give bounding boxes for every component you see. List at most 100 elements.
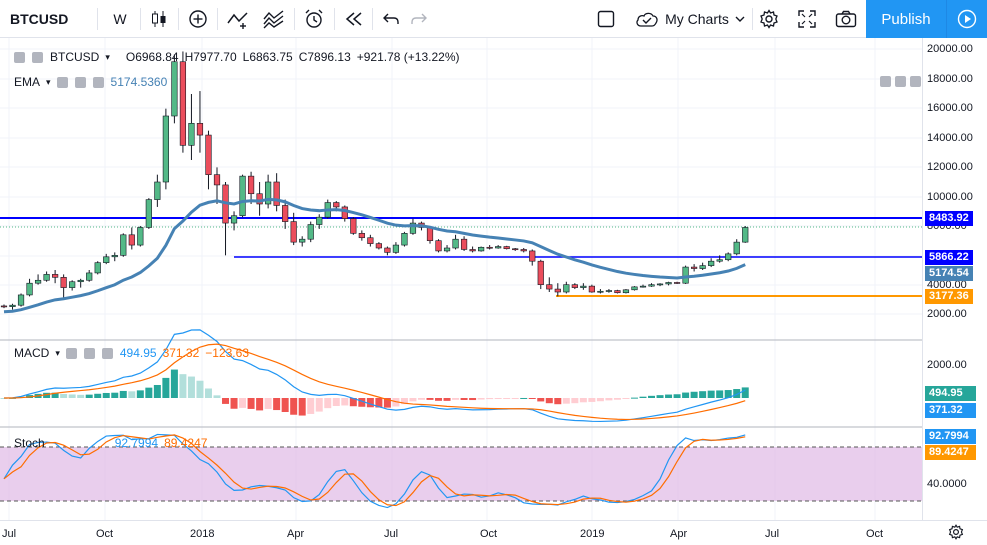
- macd-legend: MACD ▾ 494.95 371.32 −123.63: [14, 346, 249, 360]
- candle-body: [86, 272, 93, 281]
- toolbar-separator: [97, 8, 98, 30]
- macd-histogram-bar: [324, 398, 332, 409]
- candle-body: [69, 281, 76, 288]
- macd-histogram-bar: [119, 390, 127, 398]
- fullscreen-button[interactable]: [793, 0, 821, 38]
- stoch-d-line: [3, 434, 746, 507]
- macd-histogram-bar: [298, 398, 306, 416]
- candle-body: [213, 174, 221, 186]
- close-icon[interactable]: [92, 76, 104, 88]
- macd-histogram-bar: [111, 392, 119, 398]
- candle-body: [256, 193, 263, 205]
- macd-histogram-bar: [204, 388, 212, 398]
- stoch-legend: Stoch 92.7994 89.4247: [14, 436, 207, 450]
- macd-histogram-bar: [571, 398, 579, 404]
- gear-icon[interactable]: [74, 76, 86, 88]
- maximize-pane-icon[interactable]: [895, 76, 906, 87]
- time-axis-border: [0, 520, 987, 521]
- gear-icon[interactable]: [83, 347, 95, 359]
- macd-histogram-bar: [435, 398, 443, 401]
- settings-button[interactable]: [755, 0, 783, 38]
- macd-histogram-bar: [51, 392, 59, 398]
- macd-histogram-bar: [707, 390, 715, 398]
- price-axis-label: 14000.00: [927, 132, 973, 144]
- symbol-label: BTCUSD: [10, 11, 69, 27]
- candle-body: [120, 234, 127, 256]
- play-button[interactable]: [946, 0, 987, 38]
- symbol-search-button[interactable]: BTCUSD: [10, 0, 85, 38]
- macd-histogram-bar: [366, 398, 374, 408]
- candle-body: [486, 246, 493, 249]
- interval-button[interactable]: W: [104, 0, 136, 38]
- macd-signal-line: [3, 343, 746, 421]
- plus-circle-icon: [189, 10, 207, 28]
- macd-histogram-bar: [281, 398, 289, 413]
- price-tag: 3177.36: [925, 289, 973, 304]
- close-icon[interactable]: [101, 347, 113, 359]
- candle-body: [9, 304, 16, 307]
- chart-canvas[interactable]: [0, 38, 987, 545]
- candle-body: [392, 244, 400, 253]
- candle-body: [307, 224, 314, 240]
- stoch-name[interactable]: Stoch: [14, 436, 45, 450]
- candle-body: [17, 294, 25, 306]
- candle-body: [162, 115, 169, 183]
- macd-line: [3, 329, 746, 423]
- chevron-down-icon: [735, 16, 745, 22]
- stoch-axis-label: 40.0000: [927, 478, 967, 490]
- ema-value: 5174.5360: [110, 75, 168, 89]
- macd-series: [0, 329, 749, 423]
- my-charts-button[interactable]: My Charts: [628, 0, 752, 38]
- candle-body: [350, 218, 357, 234]
- undo-button[interactable]: [376, 0, 406, 38]
- pane-separators: [0, 339, 922, 428]
- eye-icon[interactable]: [65, 347, 77, 359]
- candle-body: [639, 285, 647, 288]
- publish-button[interactable]: Publish: [866, 0, 946, 38]
- compare-button[interactable]: [182, 0, 214, 38]
- macd-histogram-bar: [170, 369, 178, 398]
- interval-label: W: [113, 11, 127, 27]
- macd-histogram-bar: [375, 398, 383, 408]
- collapse-pane-icon[interactable]: [880, 76, 891, 87]
- candle-body: [282, 205, 289, 222]
- templates-button[interactable]: [258, 0, 290, 38]
- candle-body: [247, 175, 255, 195]
- candle-body: [239, 175, 246, 217]
- replay-button[interactable]: [338, 0, 370, 38]
- collapse-legend-icon[interactable]: [14, 51, 25, 63]
- snapshot-button[interactable]: [832, 0, 860, 38]
- axis-settings-button[interactable]: [946, 522, 966, 542]
- macd-name[interactable]: MACD: [14, 346, 50, 360]
- layout-button[interactable]: [594, 0, 618, 38]
- candles-series: [0, 51, 749, 310]
- chevron-down-icon[interactable]: ▾: [55, 347, 60, 358]
- chevron-down-icon[interactable]: ▾: [105, 51, 110, 62]
- ema-name[interactable]: EMA: [14, 75, 41, 89]
- alert-button[interactable]: [298, 0, 330, 38]
- macd-histogram-bar: [562, 398, 570, 404]
- toolbar-separator: [334, 8, 335, 30]
- price-axis-border: [922, 38, 923, 520]
- candle-body: [0, 305, 8, 308]
- indicators-button[interactable]: [222, 0, 254, 38]
- stoch-band-fill: [0, 447, 922, 501]
- main-legend: BTCUSD ▾ O6968.84 H7977.70 L6863.75 C789…: [14, 50, 460, 64]
- candle-body: [529, 250, 536, 262]
- macd-histogram-bar: [417, 398, 425, 400]
- candle-body: [52, 274, 59, 278]
- legend-high: H7977.70: [184, 50, 237, 64]
- eye-icon[interactable]: [56, 76, 68, 88]
- redo-button[interactable]: [406, 0, 432, 38]
- candle-body: [716, 259, 723, 262]
- chevron-down-icon[interactable]: ▾: [46, 76, 51, 87]
- macd-histogram-bar: [665, 394, 673, 398]
- macd-histogram-bar: [264, 398, 272, 409]
- close-pane-icon[interactable]: [910, 76, 921, 87]
- legend-symbol[interactable]: BTCUSD: [50, 50, 100, 64]
- chart-type-button[interactable]: [144, 0, 174, 38]
- toolbar-separator: [217, 8, 218, 30]
- price-axis-label: 2000.00: [927, 308, 967, 320]
- toolbar-separator: [294, 8, 295, 30]
- macd-histogram-bar: [545, 398, 553, 404]
